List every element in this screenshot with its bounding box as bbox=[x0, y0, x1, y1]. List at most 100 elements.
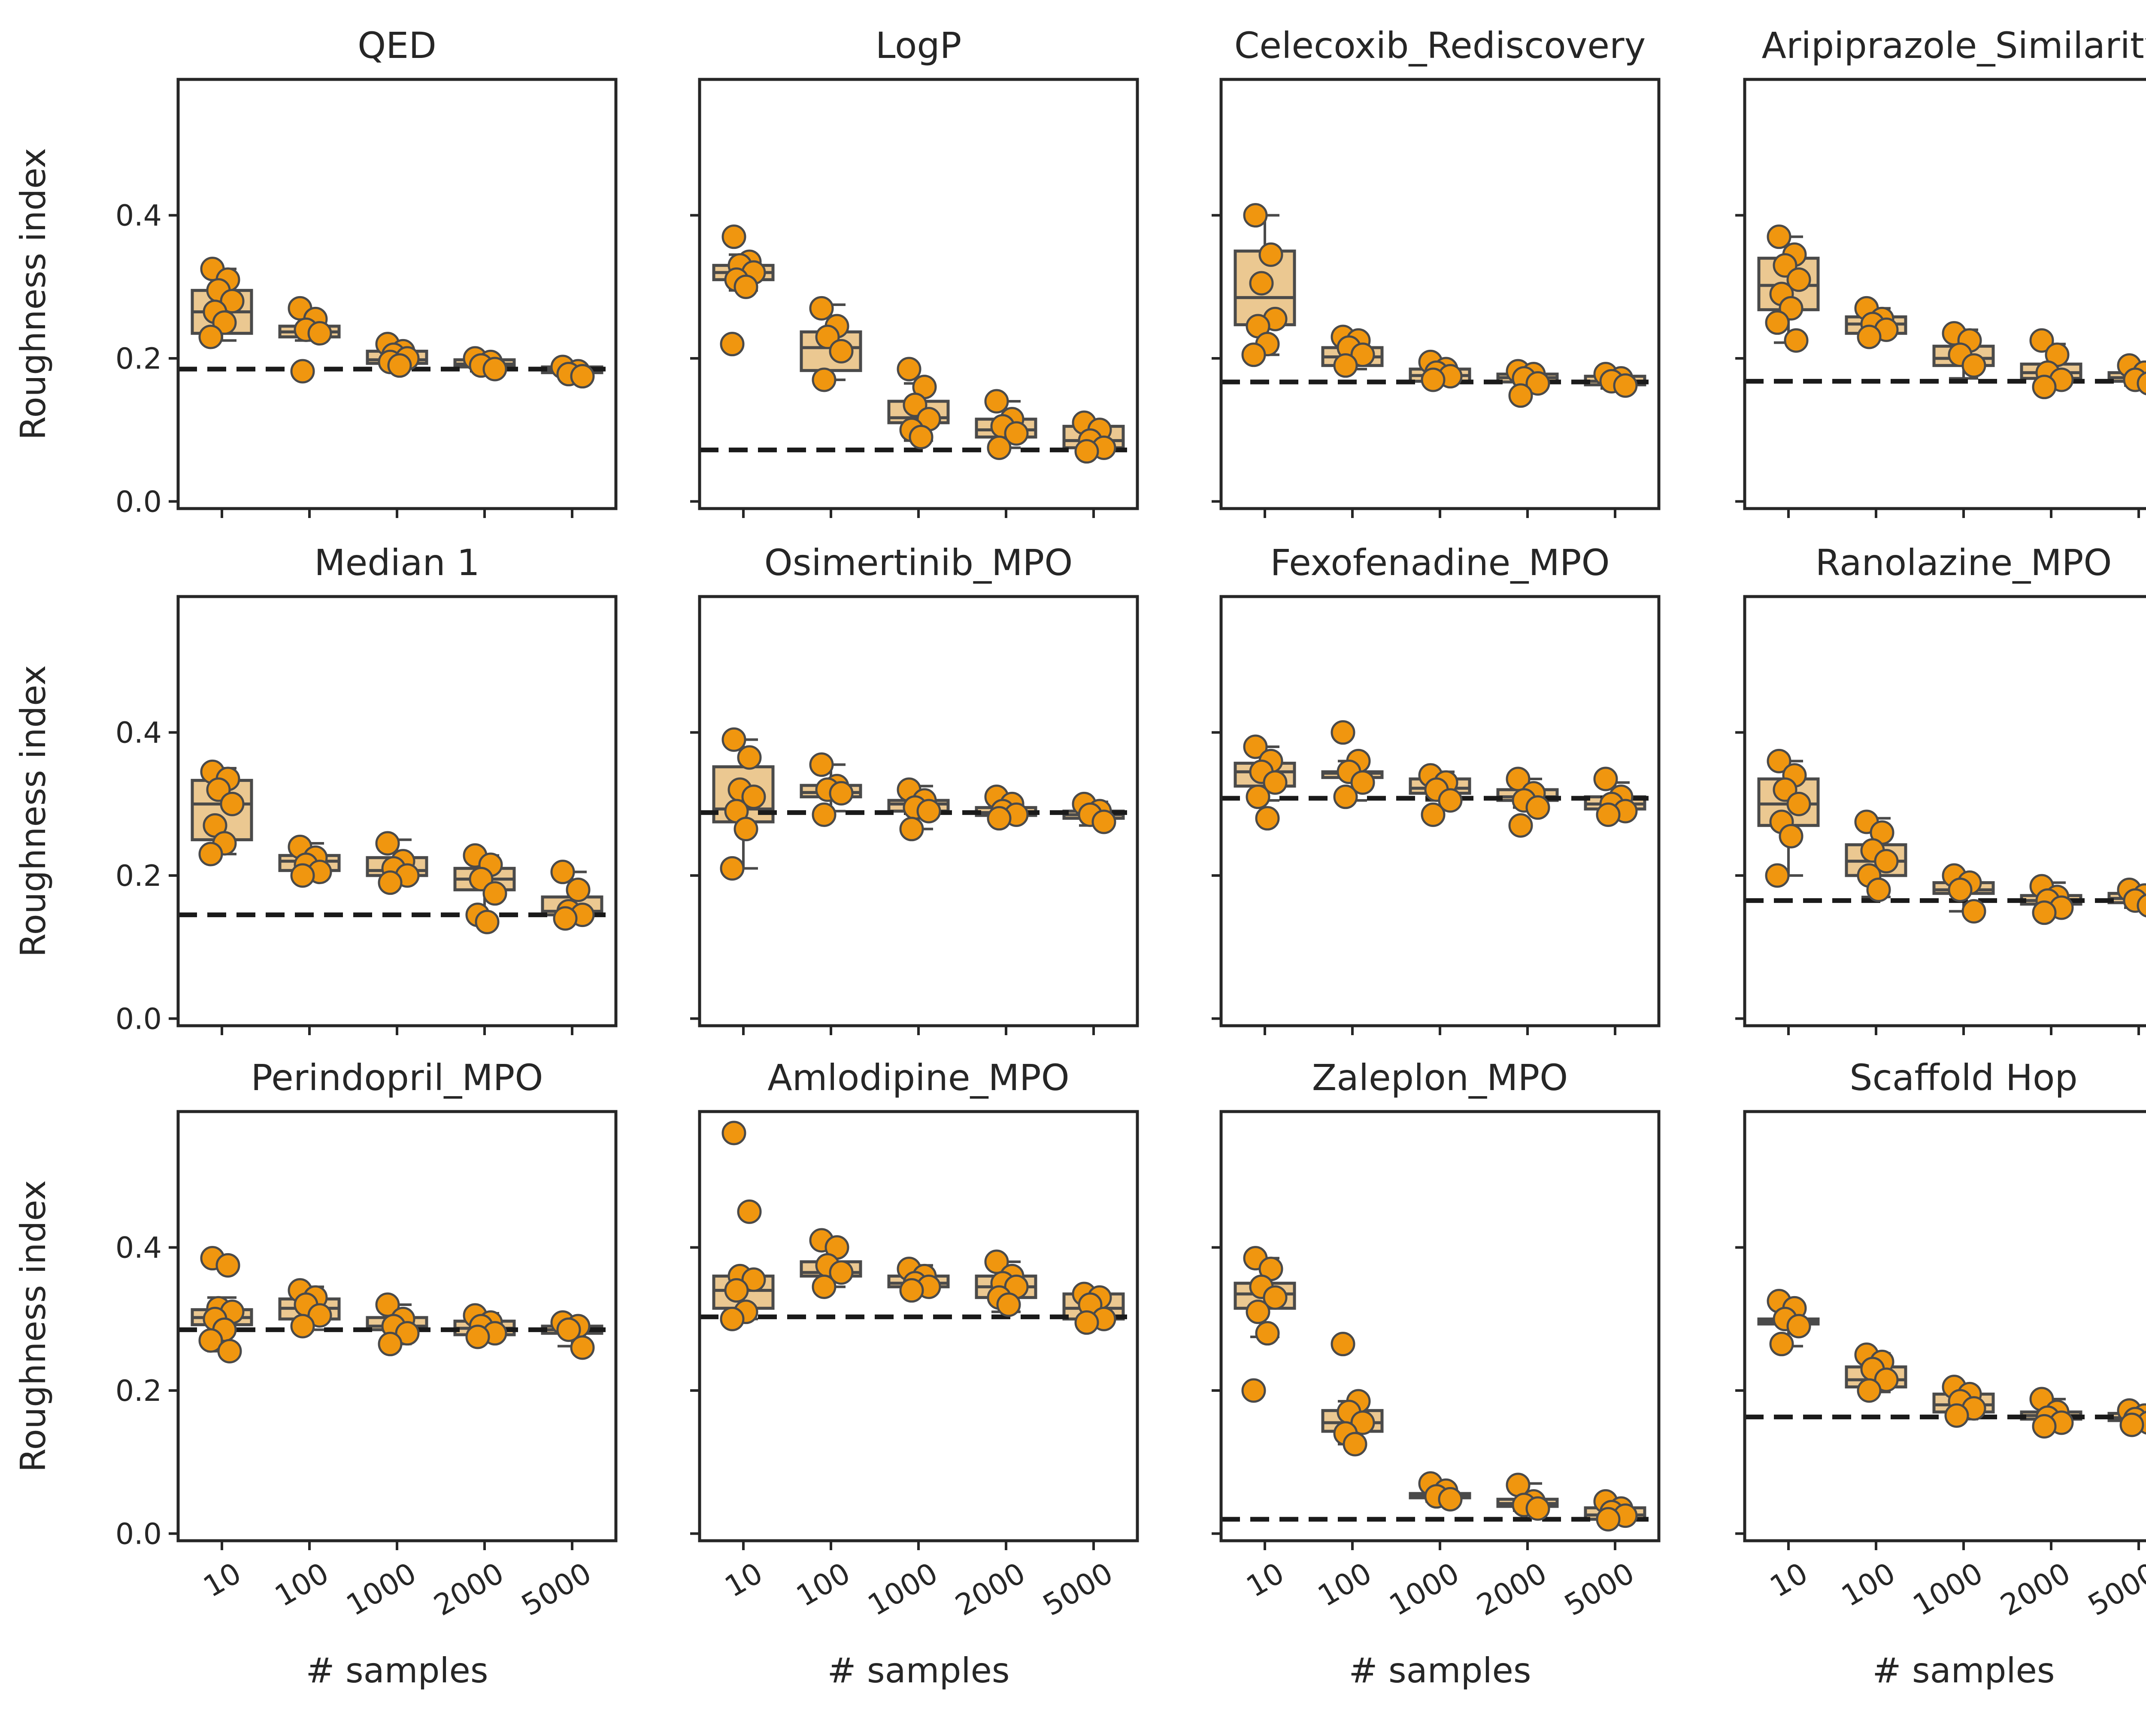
subplot-12: Scaffold Hop 10 100 1000 2000 5000 # samples bbox=[1735, 1057, 2146, 1691]
x-tick-label: 10 bbox=[719, 1556, 768, 1604]
data-point bbox=[899, 817, 924, 842]
data-point bbox=[1767, 224, 1791, 249]
x-tick-label: 2000 bbox=[1995, 1556, 2076, 1623]
subplot-1: QED 0.0 0.2 0.4 Roughness index bbox=[13, 24, 618, 519]
data-point bbox=[395, 1321, 420, 1346]
data-point bbox=[387, 353, 412, 378]
data-point bbox=[465, 1324, 490, 1349]
data-point bbox=[1243, 203, 1268, 228]
subplot-title: Zaleplon_MPO bbox=[1312, 1057, 1568, 1099]
data-point bbox=[220, 791, 245, 816]
data-point bbox=[1263, 1285, 1288, 1310]
data-point bbox=[220, 289, 245, 314]
data-point bbox=[1596, 802, 1621, 827]
x-tick-label: 2000 bbox=[1471, 1556, 1552, 1623]
subplot-title: Fexofenadine_MPO bbox=[1270, 542, 1610, 584]
x-axis-label: # samples bbox=[1349, 1651, 1531, 1691]
subplot-11: Zaleplon_MPO 10 100 1000 2000 5000 # samples bbox=[1212, 1057, 1661, 1691]
data-point bbox=[1525, 371, 1550, 396]
subplot-title: LogP bbox=[876, 24, 962, 67]
y-axis-label: Roughness index bbox=[13, 1180, 53, 1472]
y-tick-label: 0.0 bbox=[115, 1002, 162, 1036]
data-point bbox=[1331, 1332, 1355, 1357]
y-tick-label: 0.4 bbox=[115, 1231, 162, 1265]
data-point bbox=[812, 1274, 837, 1299]
subplot-title: Amlodipine_MPO bbox=[767, 1057, 1070, 1099]
subplot-4: Aripiprazole_Similarity bbox=[1735, 24, 2146, 518]
data-point bbox=[1263, 770, 1288, 795]
data-point bbox=[550, 860, 575, 885]
axes-frame bbox=[1219, 1110, 1661, 1542]
x-tick-label: 1000 bbox=[1384, 1556, 1465, 1623]
data-point bbox=[829, 781, 854, 806]
data-point bbox=[1613, 373, 1638, 398]
subplot-title: Osimertinib_MPO bbox=[764, 542, 1073, 584]
x-tick-label: 2000 bbox=[950, 1556, 1031, 1623]
subplot-8: Ranolazine_MPO bbox=[1735, 542, 2146, 1035]
x-tick-label: 10 bbox=[1764, 1556, 1813, 1604]
data-point bbox=[1350, 770, 1375, 795]
y-tick-label: 0.4 bbox=[115, 716, 162, 750]
subplot-title: Aripiprazole_Similarity bbox=[1762, 24, 2146, 67]
data-point bbox=[909, 424, 934, 449]
subplot-10: Amlodipine_MPO 10 100 1000 2000 5000 # samples bbox=[690, 1057, 1139, 1691]
data-point bbox=[1350, 1410, 1375, 1435]
data-point bbox=[987, 806, 1012, 831]
data-point bbox=[1874, 1367, 1899, 1392]
x-tick-label: 100 bbox=[1312, 1556, 1378, 1613]
data-point bbox=[809, 296, 834, 321]
data-point bbox=[375, 831, 400, 856]
subplot-9: Perindopril_MPO 0.0 0.2 0.4 Roughness index 1… bbox=[13, 1057, 618, 1691]
axes-frame bbox=[1219, 595, 1661, 1027]
data-point bbox=[2032, 1414, 2057, 1439]
axes-frame bbox=[1743, 78, 2146, 510]
data-point bbox=[2029, 328, 2054, 353]
data-point bbox=[1241, 1378, 1266, 1403]
axes-frame bbox=[1743, 595, 2146, 1027]
x-tick-label: 1000 bbox=[862, 1556, 943, 1623]
axes-frame bbox=[176, 595, 618, 1027]
subplot-7: Fexofenadine_MPO bbox=[1212, 542, 1661, 1035]
data-point bbox=[198, 1328, 223, 1353]
data-point bbox=[1874, 849, 1899, 874]
data-point bbox=[737, 1199, 762, 1224]
data-point bbox=[307, 321, 332, 346]
data-point bbox=[812, 802, 837, 827]
data-point bbox=[1004, 421, 1029, 446]
x-tick-label: 5000 bbox=[1559, 1556, 1640, 1623]
data-point bbox=[2119, 1412, 2144, 1437]
data-point bbox=[307, 1303, 332, 1328]
x-tick-label: 10 bbox=[198, 1556, 247, 1604]
data-point bbox=[720, 1306, 745, 1331]
data-point bbox=[1246, 785, 1270, 809]
data-point bbox=[378, 1332, 403, 1357]
data-point bbox=[198, 324, 223, 349]
subplot-2: LogP bbox=[690, 24, 1139, 518]
data-point bbox=[1249, 271, 1274, 296]
x-tick-label: 2000 bbox=[428, 1556, 509, 1623]
data-point bbox=[2032, 900, 2057, 925]
axes-frame bbox=[1219, 78, 1661, 510]
data-point bbox=[721, 1121, 746, 1145]
subplot-title: QED bbox=[358, 24, 436, 67]
data-point bbox=[1593, 767, 1618, 791]
data-point bbox=[897, 357, 921, 382]
data-point bbox=[829, 1260, 854, 1285]
y-tick-label: 0.2 bbox=[115, 859, 162, 893]
subplot-title: Perindopril_MPO bbox=[251, 1057, 543, 1099]
data-point bbox=[1508, 383, 1533, 408]
data-point bbox=[734, 817, 758, 842]
data-point bbox=[916, 799, 941, 824]
data-point bbox=[1948, 877, 1973, 902]
data-point bbox=[1421, 367, 1446, 392]
y-tick-label: 0.0 bbox=[115, 485, 162, 519]
data-point bbox=[1779, 824, 1803, 848]
data-point bbox=[1091, 809, 1116, 834]
data-point bbox=[812, 367, 837, 392]
data-point bbox=[215, 1253, 240, 1278]
x-tick-label: 5000 bbox=[516, 1556, 597, 1623]
data-point bbox=[217, 1339, 242, 1363]
y-tick-label: 0.0 bbox=[115, 1517, 162, 1551]
data-point bbox=[1333, 785, 1358, 809]
data-point bbox=[996, 1292, 1021, 1317]
